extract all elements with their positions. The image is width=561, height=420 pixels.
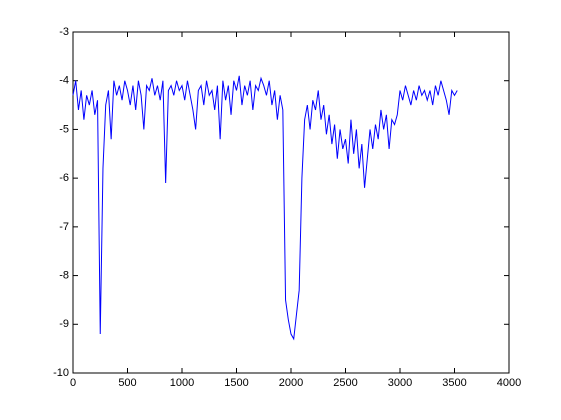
- y-tick-label: -10: [53, 367, 69, 379]
- y-tick-label: -3: [59, 26, 69, 38]
- data-line: [72, 75, 458, 341]
- y-tick-label: -6: [59, 172, 69, 184]
- y-tick-label: -8: [59, 269, 69, 281]
- x-tick-label: 500: [118, 377, 136, 389]
- x-tick-label: 4000: [497, 377, 521, 389]
- y-tick-label: -4: [59, 75, 69, 87]
- x-tick-label: 2500: [333, 377, 357, 389]
- x-tick-label: 3500: [442, 377, 466, 389]
- y-tick-label: -9: [59, 318, 69, 330]
- y-tick-label: -7: [59, 221, 69, 233]
- x-tick-label: 1000: [170, 377, 194, 389]
- x-tick-label: 1500: [224, 377, 248, 389]
- y-tick-label: -5: [59, 123, 69, 135]
- x-tick-label: 2000: [279, 377, 303, 389]
- x-tick-label: 0: [70, 377, 76, 389]
- x-tick-label: 3000: [388, 377, 412, 389]
